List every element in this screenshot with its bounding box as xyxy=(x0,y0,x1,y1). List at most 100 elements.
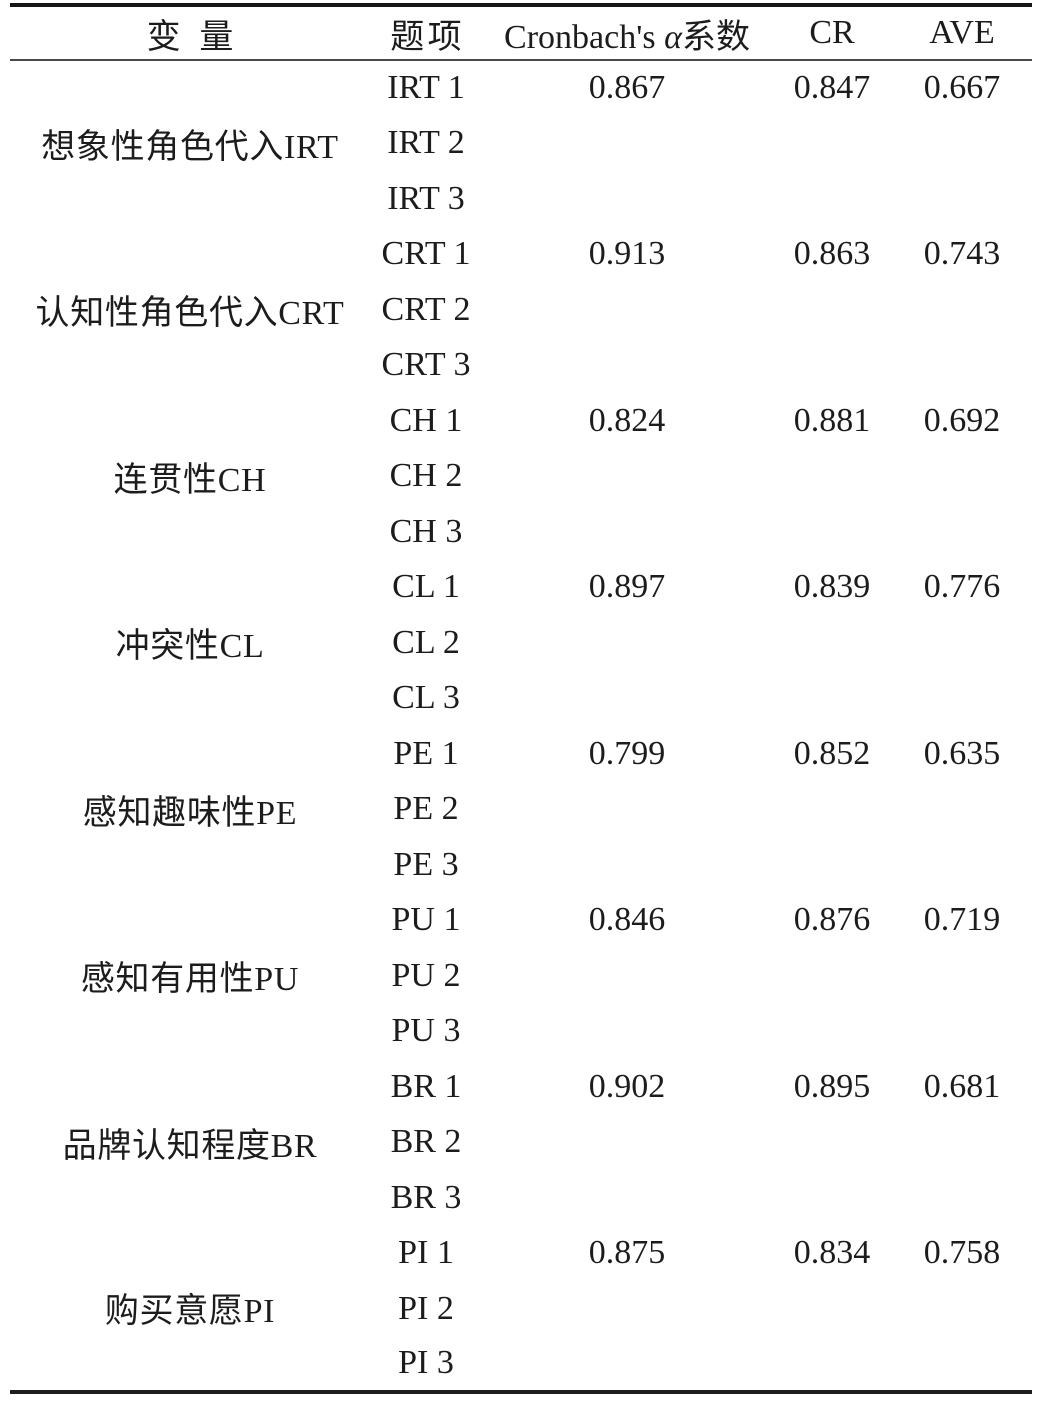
cronbach-label-suffix: 系数 xyxy=(681,18,750,56)
item-label-cell: BR 3 xyxy=(390,1178,462,1216)
empty-cell xyxy=(892,615,1032,671)
item-label-cell: IRT 1 xyxy=(387,69,465,107)
empty-cell xyxy=(482,615,772,671)
variable-name-cell: 连贯性CH xyxy=(113,461,267,499)
item-label-cell: IRT 3 xyxy=(387,179,465,217)
cronbach-value-cell: 0.897 xyxy=(588,568,666,606)
cr-value-cell: 0.895 xyxy=(793,1067,871,1105)
item-label-cell: PU 2 xyxy=(391,956,461,994)
item-label-cell: PE 2 xyxy=(393,790,459,828)
item-label-cell: PI 1 xyxy=(398,1234,454,1272)
item-label-cell: BR 1 xyxy=(390,1067,462,1105)
empty-cell xyxy=(772,1281,892,1337)
empty-cell xyxy=(482,282,772,338)
item-label-cell: CL 2 xyxy=(392,623,460,661)
empty-cell xyxy=(892,282,1032,338)
table-row: CRT 2 xyxy=(10,282,1032,338)
table-row: 认知性角色代入CRT CRT 1 0.913 0.863 0.743 xyxy=(10,227,1032,332)
empty-cell xyxy=(892,837,1032,893)
table-row: BR 2 xyxy=(10,1115,1032,1171)
variable-name-cell: 感知有用性PU xyxy=(80,961,300,999)
cronbach-value-cell: 0.824 xyxy=(588,401,666,439)
item-label-cell: CRT 1 xyxy=(381,235,471,273)
empty-cell xyxy=(892,449,1032,505)
item-label-cell: CH 2 xyxy=(389,457,463,495)
table-row: PU 3 xyxy=(10,1004,1032,1060)
empty-cell xyxy=(892,1115,1032,1171)
empty-cell xyxy=(772,449,892,505)
empty-cell xyxy=(772,1115,892,1171)
empty-cell xyxy=(892,1004,1032,1060)
cronbach-value-cell: 0.846 xyxy=(588,901,666,939)
table-row: CL 2 xyxy=(10,615,1032,671)
alpha-symbol: α xyxy=(664,18,682,56)
cr-value-cell: 0.834 xyxy=(793,1234,871,1272)
item-label-cell: BR 2 xyxy=(390,1123,462,1161)
header-variable: 变量 xyxy=(10,5,370,61)
empty-cell xyxy=(772,504,892,560)
table-row: 连贯性CH CH 1 0.824 0.881 0.692 xyxy=(10,393,1032,499)
empty-cell xyxy=(772,282,892,338)
variable-name-cell: 想象性角色代入IRT xyxy=(41,129,339,167)
header-cronbach-alpha: Cronbach's α系数 xyxy=(482,5,772,61)
item-label-cell: PI 3 xyxy=(398,1344,454,1382)
empty-cell xyxy=(892,671,1032,727)
table-row: BR 3 xyxy=(10,1170,1032,1226)
cronbach-label-prefix: Cronbach's xyxy=(504,18,665,56)
table-row: PE 3 xyxy=(10,837,1032,893)
reliability-validity-table: 变量 题项 Cronbach's α系数 CR AVE 想象性角色代入IRT IR… xyxy=(10,3,1032,1394)
empty-cell xyxy=(482,1004,772,1060)
empty-cell xyxy=(772,615,892,671)
empty-cell xyxy=(482,1115,772,1171)
empty-cell xyxy=(482,1281,772,1337)
table-row: PI 3 xyxy=(10,1337,1032,1393)
empty-cell xyxy=(892,116,1032,172)
empty-cell xyxy=(892,1337,1032,1393)
variable-name-cell: 感知趣味性PE xyxy=(82,794,298,832)
table-row: 购买意愿PI PI 1 0.875 0.834 0.758 xyxy=(10,1226,1032,1330)
table-row: PU 2 xyxy=(10,948,1032,1004)
table-row: 感知趣味性PE PE 1 0.799 0.852 0.635 xyxy=(10,726,1032,832)
ave-value-cell: 0.758 xyxy=(923,1234,1001,1272)
empty-cell xyxy=(482,171,772,227)
cronbach-value-cell: 0.867 xyxy=(588,69,666,107)
table-row: 感知有用性PU PU 1 0.846 0.876 0.719 xyxy=(10,893,1032,998)
ave-value-cell: 0.635 xyxy=(923,734,1001,772)
cr-value-cell: 0.876 xyxy=(793,901,871,939)
empty-cell xyxy=(482,1337,772,1393)
item-label-cell: CH 1 xyxy=(389,401,463,439)
cr-value-cell: 0.881 xyxy=(793,401,871,439)
cronbach-value-cell: 0.902 xyxy=(588,1067,666,1105)
ave-value-cell: 0.719 xyxy=(923,901,1001,939)
table-row: 想象性角色代入IRT IRT 1 0.867 0.847 0.667 xyxy=(10,60,1032,166)
item-label-cell: CRT 3 xyxy=(381,346,471,384)
empty-cell xyxy=(482,338,772,394)
table-row: CH 3 xyxy=(10,504,1032,560)
table-row: IRT 3 xyxy=(10,171,1032,227)
empty-cell xyxy=(892,782,1032,838)
variable-name-cell: 冲突性CL xyxy=(115,628,265,666)
empty-cell xyxy=(772,948,892,1004)
ave-value-cell: 0.743 xyxy=(923,235,1001,273)
empty-cell xyxy=(482,504,772,560)
empty-cell xyxy=(772,782,892,838)
empty-cell xyxy=(482,837,772,893)
empty-cell xyxy=(892,171,1032,227)
item-label-cell: CL 1 xyxy=(392,568,460,606)
cr-value-cell: 0.839 xyxy=(793,568,871,606)
empty-cell xyxy=(892,504,1032,560)
table-row: CH 2 xyxy=(10,449,1032,505)
empty-cell xyxy=(772,837,892,893)
ave-value-cell: 0.667 xyxy=(923,69,1001,107)
empty-cell xyxy=(772,171,892,227)
table-row: CL 3 xyxy=(10,671,1032,727)
item-label-cell: CH 3 xyxy=(389,512,463,550)
empty-cell xyxy=(772,116,892,172)
ave-value-cell: 0.681 xyxy=(923,1067,1001,1105)
cr-value-cell: 0.852 xyxy=(793,734,871,772)
item-label-cell: CL 3 xyxy=(392,679,460,717)
variable-name-cell: 购买意愿PI xyxy=(104,1293,276,1331)
table-row: PI 2 xyxy=(10,1281,1032,1337)
item-label-cell: PE 1 xyxy=(393,734,459,772)
